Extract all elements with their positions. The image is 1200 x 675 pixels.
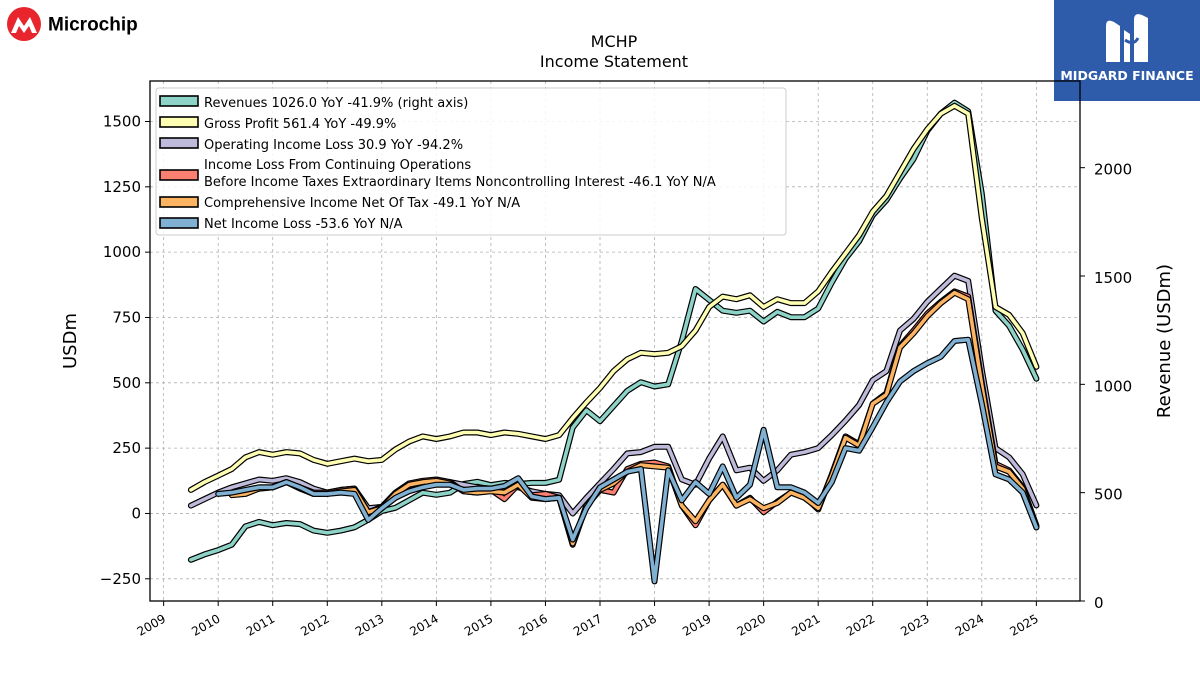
x-tick-label: 2019 bbox=[680, 611, 713, 638]
x-tick-label: 2025 bbox=[1007, 611, 1040, 638]
x-tick-label: 2016 bbox=[517, 611, 550, 638]
legend-swatch bbox=[159, 95, 199, 107]
x-tick-label: 2023 bbox=[898, 611, 931, 638]
x-tick-label: 2022 bbox=[844, 611, 877, 638]
badge-name: MIDGARD FINANCE bbox=[1060, 68, 1193, 83]
x-tick-label: 2015 bbox=[462, 611, 495, 638]
y-tick-label: 0 bbox=[131, 504, 141, 522]
legend-entry-label: Income Loss From Continuing Operations bbox=[204, 158, 471, 173]
x-tick-label: 2017 bbox=[571, 611, 604, 638]
x-tick-label: 2021 bbox=[789, 611, 822, 638]
legend-entry-label: Operating Income Loss 30.9 YoY -94.2% bbox=[204, 138, 463, 153]
legend-swatch bbox=[159, 217, 199, 229]
midgard-m-icon: MIDGARD FINANCE bbox=[1060, 14, 1194, 83]
legend-swatch bbox=[159, 169, 199, 181]
x-tick-label: 2024 bbox=[953, 611, 986, 638]
y-tick-label: 250 bbox=[112, 439, 141, 457]
right-axis-title: Revenue (USDm) bbox=[1154, 264, 1175, 418]
series-4-line bbox=[230, 290, 1039, 546]
y-tick-label: 1000 bbox=[103, 243, 141, 261]
brand-name: Microchip bbox=[48, 15, 138, 36]
right-tick-label: 1500 bbox=[1094, 269, 1132, 287]
legend-box bbox=[155, 87, 787, 236]
legend: Revenues 1026.0 YoY -41.9% (right axis) G… bbox=[155, 87, 787, 236]
x-tick-label: 2011 bbox=[244, 611, 277, 638]
series-5-line bbox=[216, 337, 1039, 584]
microchip-brand: Microchip bbox=[6, 6, 181, 42]
y-tick-label: 1250 bbox=[103, 178, 141, 196]
y-axis-title: USDm bbox=[60, 313, 81, 369]
legend-entry-label: Gross Profit 561.4 YoY -49.9% bbox=[204, 117, 396, 132]
right-tick-label: 0 bbox=[1094, 594, 1104, 612]
midgard-finance-badge: MIDGARD FINANCE bbox=[1054, 0, 1200, 101]
x-tick-label: 2013 bbox=[353, 611, 386, 638]
series-lines bbox=[187, 99, 1040, 585]
legend-swatch bbox=[159, 196, 199, 208]
x-tick-label: 2012 bbox=[298, 611, 331, 638]
x-tick-label: 2009 bbox=[135, 611, 168, 638]
y-tick-label: 500 bbox=[112, 374, 141, 392]
x-tick-label: 2014 bbox=[407, 611, 440, 638]
legend-entry-label: Before Income Taxes Extraordinary Items … bbox=[204, 175, 716, 190]
x-tick-label: 2020 bbox=[735, 611, 768, 638]
legend-entry-label: Comprehensive Income Net Of Tax -49.1 Yo… bbox=[204, 196, 520, 211]
right-tick-label: 1000 bbox=[1094, 377, 1132, 395]
legend-entry-label: Revenues 1026.0 YoY -41.9% (right axis) bbox=[204, 96, 468, 111]
x-tick-label: 2018 bbox=[626, 611, 659, 638]
y-tick-label: −250 bbox=[100, 570, 141, 588]
series-1-line bbox=[189, 104, 1039, 492]
right-tick-label: 2000 bbox=[1094, 161, 1132, 179]
right-tick-label: 500 bbox=[1094, 486, 1123, 504]
chart-title: MCHP bbox=[591, 32, 638, 51]
microchip-logo-icon: Microchip bbox=[7, 7, 138, 41]
x-tick-label: 2010 bbox=[189, 611, 222, 638]
chart-subtitle: Income Statement bbox=[540, 52, 688, 71]
legend-entry-label: Net Income Loss -53.6 YoY N/A bbox=[204, 217, 403, 232]
y-tick-label: 1500 bbox=[103, 113, 141, 131]
legend-swatch bbox=[159, 137, 199, 149]
legend-swatch bbox=[159, 116, 199, 128]
y-tick-label: 750 bbox=[112, 308, 141, 326]
plot-frame bbox=[149, 80, 1081, 602]
